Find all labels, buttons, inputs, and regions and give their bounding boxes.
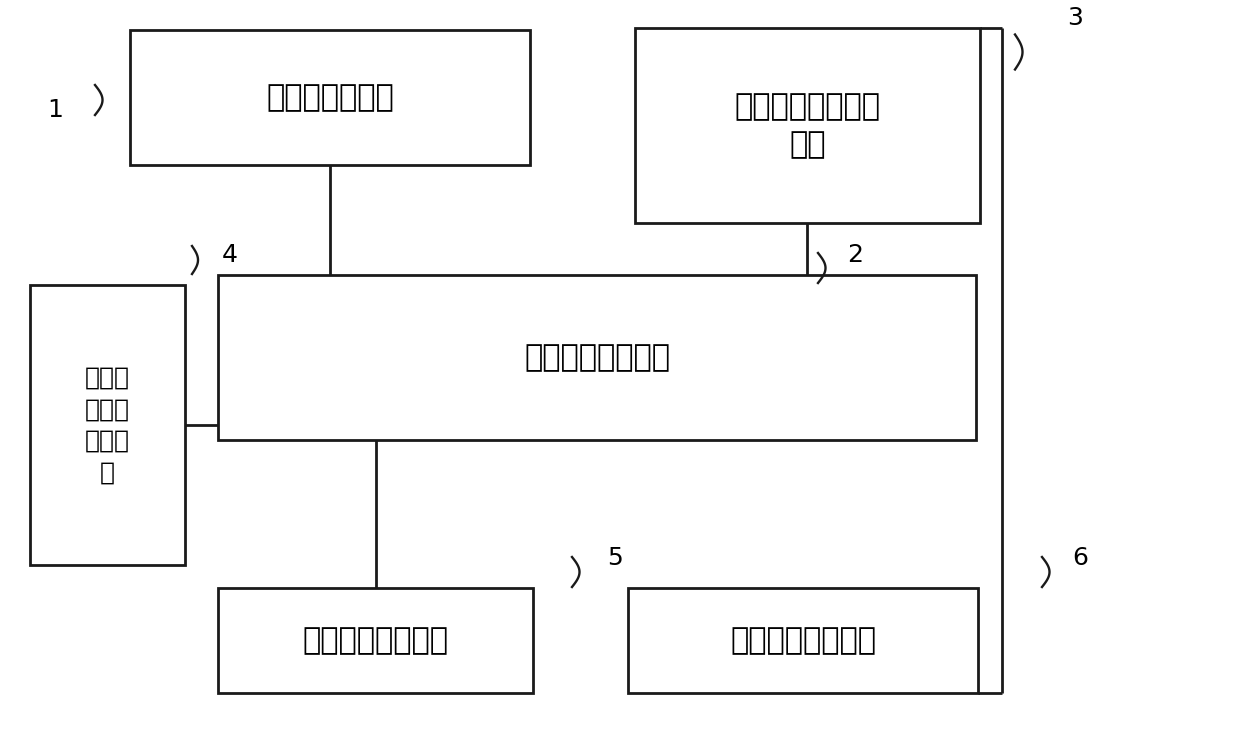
Bar [627,588,978,693]
Text: 4: 4 [222,243,238,267]
Text: 路径预处理模块: 路径预处理模块 [267,83,394,112]
Bar [130,30,529,165]
Bar [218,588,533,693]
Bar [30,285,185,565]
Text: 1: 1 [47,98,63,122]
Text: 相似指数计算模块: 相似指数计算模块 [730,626,875,655]
Bar [218,275,976,440]
Bar [635,28,980,223]
Text: 路径形态判识模块: 路径形态判识模块 [525,343,670,372]
Text: 3: 3 [1068,6,1083,30]
Text: 2: 2 [847,243,863,267]
Text: 经向类
路径理
想化模
块: 经向类 路径理 想化模 块 [86,366,130,484]
Text: 相似指数确定模块: 相似指数确定模块 [303,626,449,655]
Text: 纬向类路径理想化
模块: 纬向类路径理想化 模块 [734,92,880,159]
Text: 6: 6 [1073,546,1087,570]
Text: 5: 5 [608,546,622,570]
